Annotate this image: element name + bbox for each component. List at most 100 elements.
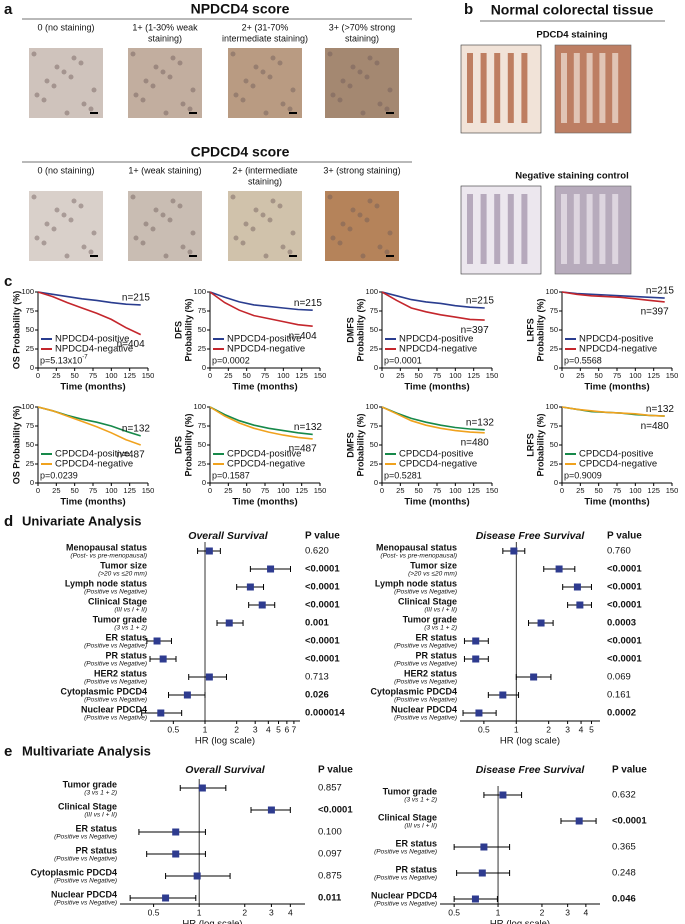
- row-label: Tumor grade: [63, 779, 117, 789]
- cell: [233, 235, 239, 241]
- row-sublabel: (Positive vs Negative): [84, 697, 147, 704]
- y-tick-label: 75: [550, 306, 558, 315]
- row-sublabel: (Positive vs Negative): [374, 875, 437, 882]
- p-header: P value: [305, 531, 340, 542]
- cell: [170, 55, 176, 61]
- x-tick-label: 0: [208, 486, 212, 495]
- row-label: Nuclear PDCD4: [371, 890, 437, 900]
- hazard-ratio: [472, 655, 480, 663]
- micrograph: [128, 191, 202, 261]
- panel-title: NPDCD4 score: [191, 1, 290, 17]
- row-label: PR status: [75, 845, 117, 855]
- cell: [41, 97, 47, 103]
- survival-curve: [561, 291, 665, 303]
- row-label: Cytoplasmic PDCD4: [370, 686, 457, 696]
- y-tick-label: 25: [550, 344, 558, 353]
- x-tick-label: 0: [560, 371, 564, 380]
- cell: [387, 230, 393, 236]
- cell: [44, 221, 50, 227]
- cell: [374, 60, 380, 66]
- row-sublabel: (Positive vs Negative): [84, 679, 147, 686]
- x-axis-label: Time (months): [232, 382, 297, 393]
- y-tick-label: 50: [550, 325, 558, 334]
- p-value: 0.857: [318, 783, 342, 794]
- hazard-ratio: [183, 691, 191, 699]
- survival-curve: [381, 406, 485, 431]
- cell: [364, 74, 370, 80]
- row-label: Nuclear PDCD4: [81, 704, 147, 714]
- cell: [153, 64, 159, 70]
- cell: [91, 87, 97, 93]
- x-axis-label: Time (months): [584, 497, 649, 508]
- n-label: n=397: [461, 325, 490, 336]
- cell: [340, 78, 346, 84]
- cell: [41, 240, 47, 246]
- y-axis-label: OS Probability (%): [11, 291, 21, 370]
- x-axis-label: HR (log scale): [195, 736, 255, 747]
- cell: [240, 97, 246, 103]
- cell: [187, 249, 193, 255]
- crypt: [599, 194, 606, 264]
- x-tick-label: 25: [396, 486, 404, 495]
- cell: [384, 249, 390, 255]
- cell: [150, 226, 156, 232]
- n-label: n=480: [641, 421, 670, 432]
- hazard-ratio: [530, 673, 538, 681]
- row-label: Tumor size: [100, 560, 147, 570]
- x-axis-label: HR (log scale): [500, 736, 560, 747]
- y-tick-label: 25: [26, 459, 34, 468]
- x-tick-label: 25: [224, 486, 232, 495]
- hazard-ratio: [172, 850, 180, 858]
- hazard-ratio: [471, 895, 479, 903]
- hazard-ratio: [475, 709, 483, 717]
- crypt: [507, 53, 514, 123]
- column-label: 2+ (31-70%: [242, 22, 289, 32]
- x-tick-label: 100: [277, 371, 290, 380]
- y-tick-label: 75: [26, 421, 34, 430]
- y-tick-label: 75: [26, 306, 34, 315]
- legend-label: NPDCD4-positive: [227, 334, 301, 345]
- p-value: <0.0001: [612, 816, 647, 827]
- crypt: [494, 53, 501, 123]
- y-axis-label: OS Probability (%): [11, 406, 21, 485]
- row-label: Tumor grade: [93, 614, 147, 624]
- x-axis-label: Time (months): [404, 497, 469, 508]
- cell: [287, 106, 293, 112]
- cell: [337, 240, 343, 246]
- x-tick-label: 50: [242, 486, 250, 495]
- row-sublabel: (Post- vs pre-menopausal): [380, 553, 457, 560]
- x-tick-label: 75: [89, 486, 97, 495]
- cell: [277, 60, 283, 66]
- row-sublabel: (Positive vs Negative): [394, 661, 457, 668]
- y-tick-label: 100: [193, 287, 206, 296]
- y-tick-label: 100: [21, 402, 34, 411]
- p-value: p=0.0239: [40, 470, 78, 480]
- x-tick-label: 4: [288, 907, 293, 917]
- row-sublabel: (Positive vs Negative): [54, 856, 117, 863]
- row-label: PR status: [105, 650, 147, 660]
- cell: [367, 55, 373, 61]
- x-tick-label: 125: [647, 486, 660, 495]
- legend-label: CPDCD4-positive: [399, 449, 473, 460]
- y-tick-label: 25: [198, 459, 206, 468]
- legend-label: NPDCD4-positive: [55, 334, 129, 345]
- y-axis-label: Probability (%): [535, 298, 545, 361]
- cell: [91, 230, 97, 236]
- cell: [64, 253, 70, 259]
- x-tick-label: 0.5: [148, 907, 160, 917]
- x-tick-label: 50: [414, 486, 422, 495]
- x-tick-label: 150: [486, 486, 499, 495]
- cell: [337, 97, 343, 103]
- x-tick-label: 125: [295, 486, 308, 495]
- cell: [163, 253, 169, 259]
- x-tick-label: 125: [467, 371, 480, 380]
- cell: [253, 64, 259, 70]
- x-tick-label: 0: [560, 486, 564, 495]
- row-label: Clinical Stage: [88, 596, 147, 606]
- cell: [347, 226, 353, 232]
- panel-letter: c: [4, 273, 12, 290]
- column-label: staining): [248, 176, 282, 186]
- cell: [280, 101, 286, 107]
- cell: [287, 249, 293, 255]
